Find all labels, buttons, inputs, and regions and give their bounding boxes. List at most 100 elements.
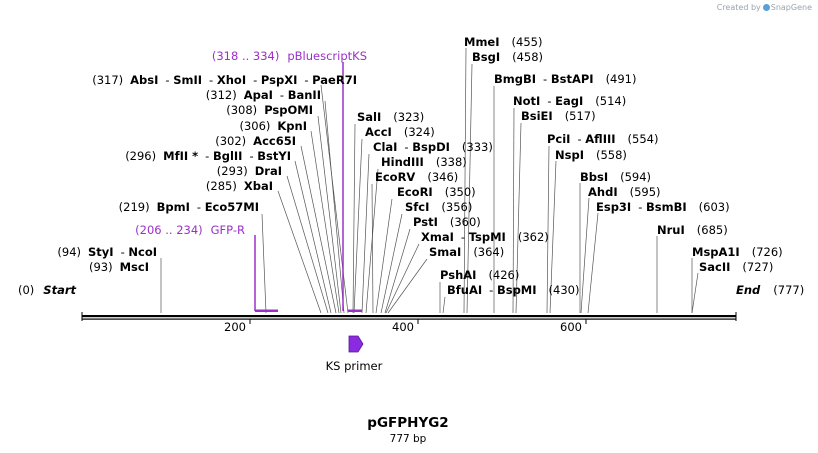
enzyme-name: ApaI (244, 88, 273, 102)
separator: - (404, 140, 412, 154)
connector-line (463, 47, 467, 314)
enzyme-name: XbaI (244, 179, 273, 193)
site-label[interactable]: (93) MscI (89, 260, 149, 274)
enzyme-name: Esp3I (596, 200, 631, 214)
enzyme-name: - BspDI (404, 140, 449, 154)
enzyme-name: MscI (120, 260, 149, 274)
site-position: (603) (699, 200, 730, 214)
site-label[interactable]: EcoRI (350) (397, 185, 476, 199)
connector-line (442, 296, 446, 314)
enzyme-name: BsiEI (521, 109, 553, 123)
site-label[interactable]: BmgBI - BstAPI (491) (494, 72, 637, 86)
site-label[interactable]: SalI (323) (357, 110, 424, 124)
site-label[interactable]: PstI (360) (413, 215, 481, 229)
site-label[interactable]: SmaI (364) (429, 245, 504, 259)
site-position: (426) (488, 268, 519, 282)
site-position: (296) (125, 149, 156, 163)
site-position: (685) (697, 223, 728, 237)
connector-line (324, 100, 345, 314)
site-label[interactable]: BsiEI (517) (521, 109, 596, 123)
connector-line (375, 198, 393, 314)
site-label[interactable]: BsgI (458) (472, 50, 543, 64)
site-label[interactable]: HindIII (338) (381, 155, 467, 169)
enzyme-text: BglII (213, 149, 243, 163)
site-label[interactable]: NspI (558) (555, 148, 627, 162)
enzyme-name: - BstYI (249, 149, 291, 163)
site-position: (430) (549, 283, 580, 297)
site-label[interactable]: (302) Acc65I (215, 134, 296, 148)
enzyme-name: BfuAI (447, 283, 482, 297)
enzyme-text: PaeR7I (312, 73, 357, 87)
enzyme-name: - PspXI (253, 73, 297, 87)
site-label[interactable]: PciI - AflIII (554) (547, 132, 658, 146)
enzyme-text: BsmBI (646, 200, 687, 214)
enzyme-name: ClaI (373, 140, 397, 154)
enzyme-name: - TspMI (461, 230, 506, 244)
site-label[interactable]: SfcI (356) (405, 200, 472, 214)
enzyme-text: Eco57MI (205, 200, 259, 214)
site-position: (594) (620, 170, 651, 184)
site-label[interactable]: (285) XbaI (206, 179, 273, 193)
enzyme-name: - AflIII (577, 132, 615, 146)
site-position: (514) (595, 94, 626, 108)
ks-primer-label: KS primer (326, 359, 383, 373)
connector-line (286, 175, 329, 314)
site-label[interactable]: EcoRV (346) (375, 170, 458, 184)
site-position: (595) (630, 185, 661, 199)
site-label[interactable]: SacII (727) (699, 260, 773, 274)
site-label[interactable]: NotI - EagI (514) (513, 94, 626, 108)
site-position: (302) (215, 134, 246, 148)
enzyme-name: BbsI (580, 170, 608, 184)
site-label[interactable]: (308) PspOMI (226, 103, 313, 117)
ks-primer-arrow-icon[interactable] (348, 335, 364, 353)
separator: - (253, 73, 261, 87)
site-label[interactable]: (94) StyI - NcoI (57, 245, 157, 259)
site-position: (360) (450, 215, 481, 229)
site-label[interactable]: AhdI (595) (588, 185, 661, 199)
site-label[interactable]: MmeI (455) (464, 35, 542, 49)
enzyme-name: MspA1I (692, 245, 740, 259)
site-label[interactable]: BfuAI - BspMI (430) (447, 283, 579, 297)
tick-label-600: 600 (560, 320, 582, 334)
enzyme-name: PspOMI (264, 103, 313, 117)
enzyme-text: TspMI (469, 230, 506, 244)
site-label[interactable]: NruI (685) (657, 223, 728, 237)
enzyme-name: DraI (255, 164, 282, 178)
enzyme-text: BstAPI (551, 72, 594, 86)
site-label[interactable]: MspA1I (726) (692, 245, 783, 259)
separator: - (638, 200, 646, 214)
feature-label-gfp-r: (206 .. 234) GFP-R (135, 223, 245, 237)
snapgene-logo-icon (762, 4, 770, 11)
site-label[interactable]: (312) ApaI - BanII (206, 88, 321, 102)
enzyme-name: - EagI (547, 94, 583, 108)
connector-line (549, 160, 557, 314)
site-label[interactable]: Esp3I - BsmBI (603) (596, 200, 730, 214)
site-label[interactable]: (306) KpnI (239, 119, 307, 133)
site-label[interactable]: ClaI - BspDI (333) (373, 140, 493, 154)
enzyme-name: BpmI (157, 200, 190, 214)
site-label[interactable]: (317) AbsI - SmII - XhoI - PspXI - PaeR7I (92, 73, 357, 87)
site-position: (558) (596, 148, 627, 162)
feature-pbluescriptks[interactable] (342, 62, 362, 313)
enzyme-name: AbsI (130, 73, 158, 87)
site-label[interactable]: (293) DraI (217, 164, 282, 178)
end-pos: (777) (773, 283, 804, 297)
separator: - (489, 283, 497, 297)
start-text: Start (43, 283, 76, 297)
backbone-top-strand (82, 315, 736, 318)
site-label[interactable]: (219) BpmI - Eco57MI (119, 200, 259, 214)
pbluescriptks-bar[interactable] (348, 309, 362, 313)
enzyme-name: NotI (513, 94, 540, 108)
site-label[interactable]: AccI (324) (365, 125, 435, 139)
enzyme-name: SalI (357, 110, 381, 124)
site-label[interactable]: (296) MfII * - BglII - BstYI (125, 149, 291, 163)
site-label[interactable]: BbsI (594) (580, 170, 651, 184)
ks-primer[interactable]: KS primer (326, 335, 383, 373)
site-label[interactable]: XmaI - TspMI (362) (421, 230, 549, 244)
feature-gfp-r[interactable] (254, 235, 278, 313)
site-position: (312) (206, 88, 237, 102)
start-pos: (0) (18, 283, 34, 297)
site-label[interactable]: PshAI (426) (440, 268, 519, 282)
gfp-r-bar[interactable] (255, 309, 278, 313)
enzyme-name: BmgBI (494, 72, 536, 86)
